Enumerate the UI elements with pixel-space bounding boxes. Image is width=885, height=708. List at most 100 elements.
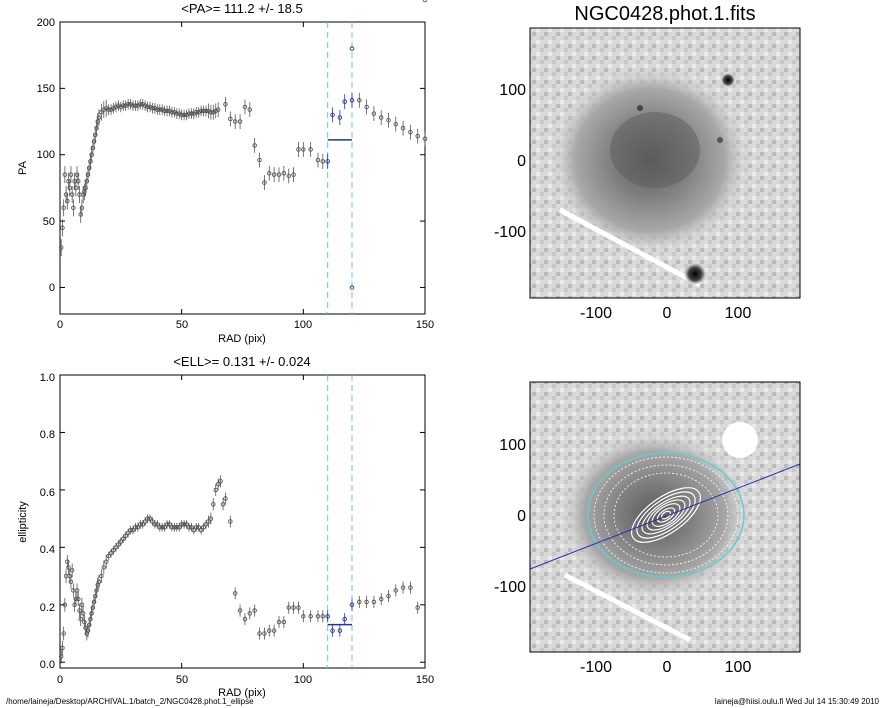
data-point <box>276 172 282 177</box>
data-point <box>364 104 369 110</box>
data-point <box>68 172 74 177</box>
data-point <box>315 157 321 163</box>
data-point <box>337 628 343 633</box>
data-point <box>215 481 221 487</box>
data-point <box>125 530 131 536</box>
data-point <box>386 593 391 599</box>
data-point <box>94 588 99 593</box>
data-point <box>68 579 74 585</box>
data-point <box>91 599 97 605</box>
data-point <box>162 524 167 530</box>
ell-ytick-label: 1.0 <box>40 372 55 384</box>
image-frame <box>529 27 801 299</box>
pa-ytick-label: 150 <box>37 83 55 95</box>
data-point <box>408 585 413 590</box>
ell-xtick-label: 150 <box>416 674 434 686</box>
data-point <box>85 628 91 633</box>
image-y-ticks: 100 0 -100 <box>494 82 526 241</box>
data-point <box>320 614 326 619</box>
pa-ylabel: PA <box>17 160 29 175</box>
data-point <box>262 180 267 185</box>
data-point <box>83 625 88 631</box>
data-point <box>80 611 86 616</box>
ell-xlabel: RAD (pix) <box>218 687 266 699</box>
pa-ytick-label: 100 <box>37 149 55 161</box>
data-point <box>198 108 204 114</box>
data-point <box>89 152 94 157</box>
data-point <box>147 516 153 521</box>
data-point <box>301 147 306 152</box>
data-point <box>58 245 64 250</box>
ell-marks <box>58 0 428 668</box>
data-point <box>116 542 121 547</box>
data-point <box>90 605 96 610</box>
data-point <box>189 111 194 116</box>
ell-title: <ELL>= 0.131 +/- 0.024 <box>173 354 310 369</box>
data-point <box>378 115 384 120</box>
data-point <box>138 522 143 527</box>
ell-ytick-label: 0.2 <box>40 602 55 614</box>
data-point <box>400 125 406 131</box>
image-xtick-label: 100 <box>725 305 752 322</box>
data-point <box>60 225 65 230</box>
data-point <box>123 533 128 539</box>
data-point <box>257 631 262 636</box>
data-point <box>201 108 206 114</box>
pa-title: <PA>= 111.2 +/- 18.5 <box>181 1 302 16</box>
pa-ytick-label: 50 <box>43 216 55 228</box>
data-point <box>78 616 83 622</box>
data-point <box>296 147 301 152</box>
data-point <box>62 172 68 177</box>
data-point <box>66 565 71 570</box>
data-point <box>73 185 79 191</box>
image-title: NGC0428.phot.1.fits <box>574 3 755 25</box>
data-point <box>159 524 165 530</box>
data-point <box>135 524 141 530</box>
data-point <box>65 559 70 564</box>
isophote-image <box>530 382 800 652</box>
data-point <box>223 496 228 501</box>
pa-ytick-label: 0 <box>49 282 55 294</box>
data-point <box>330 628 335 633</box>
data-point <box>218 479 223 484</box>
data-point <box>308 147 313 152</box>
data-point <box>371 599 377 605</box>
data-point <box>325 159 330 164</box>
data-point <box>78 212 83 217</box>
data-point <box>400 585 406 590</box>
image-ytick-label: 0 <box>517 153 526 170</box>
data-point <box>169 110 175 115</box>
data-point <box>393 588 399 593</box>
data-point <box>75 179 81 184</box>
isophote-ytick-label: -100 <box>494 579 526 596</box>
data-point <box>378 596 384 602</box>
data-point <box>337 115 343 120</box>
data-point <box>130 103 136 108</box>
pa-xtick-label: 100 <box>294 319 312 331</box>
outlier-point <box>349 46 355 51</box>
data-point <box>111 547 116 553</box>
data-point <box>66 179 71 184</box>
image-panel: NGC0428.phot.1.fits 100 0 -100 -100 0 10… <box>494 3 801 322</box>
data-point <box>186 524 192 530</box>
data-point <box>88 159 93 164</box>
data-point <box>271 628 277 633</box>
outlier-point <box>349 285 355 290</box>
data-point <box>125 102 131 107</box>
data-point <box>84 179 90 184</box>
data-point <box>386 117 391 123</box>
isophote-xtick-label: -100 <box>580 659 612 676</box>
data-point <box>106 107 111 112</box>
data-point <box>72 602 77 608</box>
data-point <box>103 559 109 564</box>
data-point <box>220 502 226 507</box>
data-point <box>349 602 355 608</box>
data-point <box>150 106 155 111</box>
data-point <box>203 108 209 114</box>
data-point <box>206 519 211 524</box>
data-point <box>99 110 104 115</box>
pa-xtick-label: 0 <box>57 319 63 331</box>
data-point <box>101 565 107 570</box>
data-point <box>91 139 97 144</box>
data-point <box>208 110 214 115</box>
